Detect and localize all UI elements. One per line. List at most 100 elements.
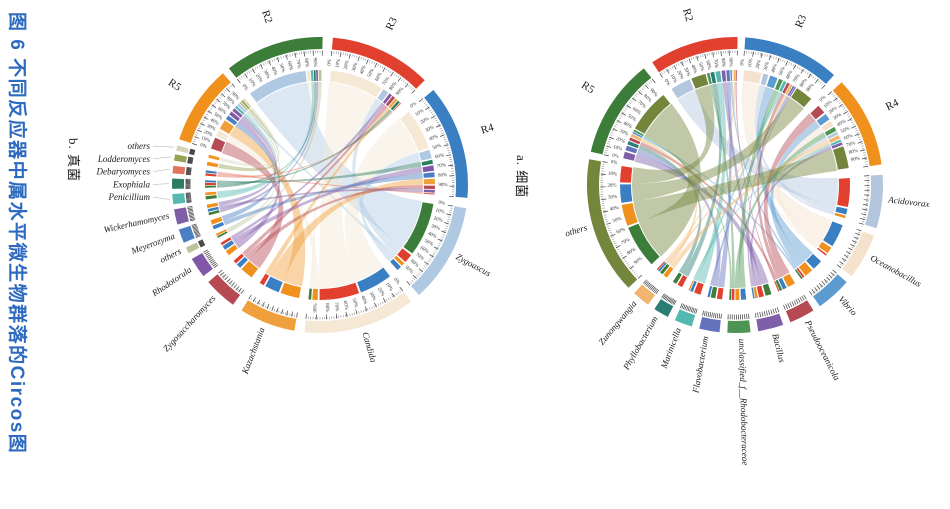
- chord-Candida-R4[interactable]: [344, 118, 418, 282]
- chord-Candida-R2[interactable]: [307, 82, 316, 288]
- inner-ring-arc[interactable]: [671, 79, 694, 99]
- chord-others2-R5[interactable]: [219, 107, 280, 167]
- inner-ring-arc[interactable]: [280, 282, 301, 299]
- outer-band-R3[interactable]: [331, 37, 425, 89]
- inner-ring-arc[interactable]: [633, 129, 644, 137]
- inner-ring-arc[interactable]: [782, 82, 790, 94]
- chord-Debaryomyces-R4[interactable]: [217, 171, 423, 194]
- inner-ring-arc[interactable]: [715, 71, 722, 83]
- inner-ring-arc[interactable]: [220, 237, 232, 246]
- inner-ring-arc[interactable]: [798, 262, 813, 276]
- inner-ring-arc[interactable]: [208, 210, 220, 216]
- inner-ring-arc[interactable]: [207, 206, 219, 212]
- inner-ring-arc[interactable]: [721, 70, 727, 82]
- inner-ring-arc[interactable]: [835, 206, 848, 215]
- inner-ring-arc[interactable]: [385, 95, 396, 107]
- inner-ring-arc[interactable]: [239, 101, 249, 111]
- inner-ring-arc[interactable]: [810, 105, 825, 120]
- chord-Wickerhamomyces-R4[interactable]: [219, 188, 423, 210]
- chord-Vibrio-R3[interactable]: [756, 86, 813, 261]
- inner-ring-arc[interactable]: [827, 131, 839, 140]
- inner-ring-arc[interactable]: [306, 70, 311, 82]
- inner-ring-arc[interactable]: [421, 159, 434, 166]
- inner-ring-arc[interactable]: [716, 287, 724, 300]
- inner-ring-arc[interactable]: [632, 131, 643, 139]
- inner-ring-arc[interactable]: [731, 289, 735, 300]
- inner-ring-arc[interactable]: [823, 221, 843, 247]
- outer-band-others1[interactable]: [185, 242, 200, 254]
- outer-band-Lodderomyces[interactable]: [174, 154, 187, 163]
- chord-Acidovorax-R2[interactable]: [677, 90, 838, 206]
- inner-ring-arc[interactable]: [318, 69, 322, 81]
- inner-ring-arc[interactable]: [357, 267, 390, 293]
- outer-band-Flavobacterium[interactable]: [699, 317, 721, 333]
- inner-ring-arc[interactable]: [691, 73, 709, 89]
- inner-ring-arc[interactable]: [259, 273, 270, 286]
- chord-Marinicella-R2[interactable]: [697, 82, 727, 284]
- outer-band-Acidovorax[interactable]: [865, 174, 883, 229]
- inner-ring-arc[interactable]: [316, 70, 318, 82]
- outer-band-Zygosaccharomyces[interactable]: [208, 274, 241, 305]
- inner-ring-arc[interactable]: [766, 75, 778, 89]
- inner-ring-arc[interactable]: [392, 102, 402, 112]
- outer-band-R5[interactable]: [179, 73, 231, 143]
- inner-ring-arc[interactable]: [794, 269, 803, 279]
- inner-ring-arc[interactable]: [796, 267, 805, 278]
- inner-ring-arc[interactable]: [672, 272, 682, 284]
- inner-ring-arc[interactable]: [210, 137, 226, 152]
- inner-ring-arc[interactable]: [241, 100, 250, 110]
- inner-ring-arc[interactable]: [828, 135, 841, 144]
- inner-ring-arc[interactable]: [629, 137, 641, 145]
- chord-Rhodotorula-R5[interactable]: [235, 118, 280, 249]
- inner-ring-arc[interactable]: [730, 70, 733, 82]
- chord-Wickerhamomyces-R5[interactable]: [218, 115, 277, 207]
- inner-ring-arc[interactable]: [658, 262, 667, 272]
- inner-ring-arc[interactable]: [208, 154, 220, 161]
- outer-band-Meyerozyma[interactable]: [178, 225, 195, 243]
- inner-ring-arc[interactable]: [760, 73, 769, 86]
- inner-ring-arc[interactable]: [774, 280, 780, 292]
- outer-band-R4[interactable]: [424, 89, 468, 198]
- inner-ring-arc[interactable]: [831, 142, 843, 149]
- inner-ring-arc[interactable]: [779, 80, 787, 92]
- chord-Zygoascus-R2[interactable]: [256, 82, 422, 248]
- outer-band-unclassified_f__Rhodobacteraceae[interactable]: [727, 320, 751, 334]
- inner-ring-arc[interactable]: [265, 276, 283, 293]
- inner-ring-arc[interactable]: [735, 288, 740, 300]
- chord-Lodderomyces-R5[interactable]: [218, 108, 279, 172]
- inner-ring-arc[interactable]: [423, 189, 435, 193]
- inner-ring-arc[interactable]: [630, 133, 642, 142]
- chord-Bacillus-R2[interactable]: [722, 82, 762, 286]
- inner-ring-arc[interactable]: [390, 100, 400, 111]
- inner-ring-arc[interactable]: [660, 263, 670, 275]
- inner-ring-arc[interactable]: [628, 223, 660, 265]
- inner-ring-arc[interactable]: [787, 85, 795, 97]
- inner-ring-arc[interactable]: [621, 203, 638, 226]
- inner-ring-arc[interactable]: [382, 93, 392, 104]
- inner-ring-arc[interactable]: [206, 161, 219, 168]
- chord-others-R2[interactable]: [632, 85, 715, 184]
- inner-ring-arc[interactable]: [789, 86, 796, 97]
- chord-others-R3[interactable]: [631, 97, 804, 202]
- outer-band-R3[interactable]: [744, 37, 835, 84]
- inner-ring-arc[interactable]: [710, 286, 718, 299]
- inner-ring-arc[interactable]: [806, 253, 822, 269]
- outer-band-others[interactable]: [586, 159, 638, 288]
- chord-Oceanobacillus-R4[interactable]: [776, 127, 824, 247]
- inner-ring-arc[interactable]: [388, 98, 398, 109]
- chord-Exophiala-R4[interactable]: [217, 161, 422, 184]
- inner-ring-arc[interactable]: [733, 69, 736, 81]
- chord-Oceanobacillus-R3[interactable]: [741, 82, 832, 241]
- inner-ring-arc[interactable]: [217, 231, 228, 238]
- outer-band-Bacillus[interactable]: [756, 313, 784, 332]
- chord-unclassified_f__Rhodobacteraceae-R2[interactable]: [709, 84, 735, 289]
- inner-ring-arc[interactable]: [212, 222, 225, 230]
- inner-ring-arc[interactable]: [215, 229, 227, 236]
- outer-band-Zygoascus[interactable]: [411, 206, 467, 295]
- chord-Exophiala-R2[interactable]: [216, 82, 317, 188]
- chord-Penicillium-R5[interactable]: [217, 113, 277, 195]
- inner-ring-arc[interactable]: [232, 108, 243, 118]
- inner-ring-arc[interactable]: [688, 280, 694, 291]
- inner-ring-arc[interactable]: [729, 288, 732, 300]
- chord-Flavobacterium-R2[interactable]: [718, 82, 732, 288]
